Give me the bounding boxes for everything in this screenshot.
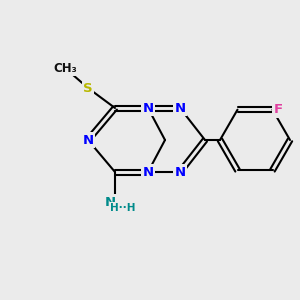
Text: N: N <box>142 101 154 115</box>
Text: S: S <box>83 82 93 94</box>
Text: CH₃: CH₃ <box>53 61 77 74</box>
Text: H··H: H··H <box>110 203 136 213</box>
Text: F: F <box>274 103 283 116</box>
Text: N: N <box>174 101 186 115</box>
Text: N: N <box>82 134 94 146</box>
Text: N: N <box>142 166 154 178</box>
Text: N: N <box>174 166 186 178</box>
Text: N: N <box>104 196 116 208</box>
